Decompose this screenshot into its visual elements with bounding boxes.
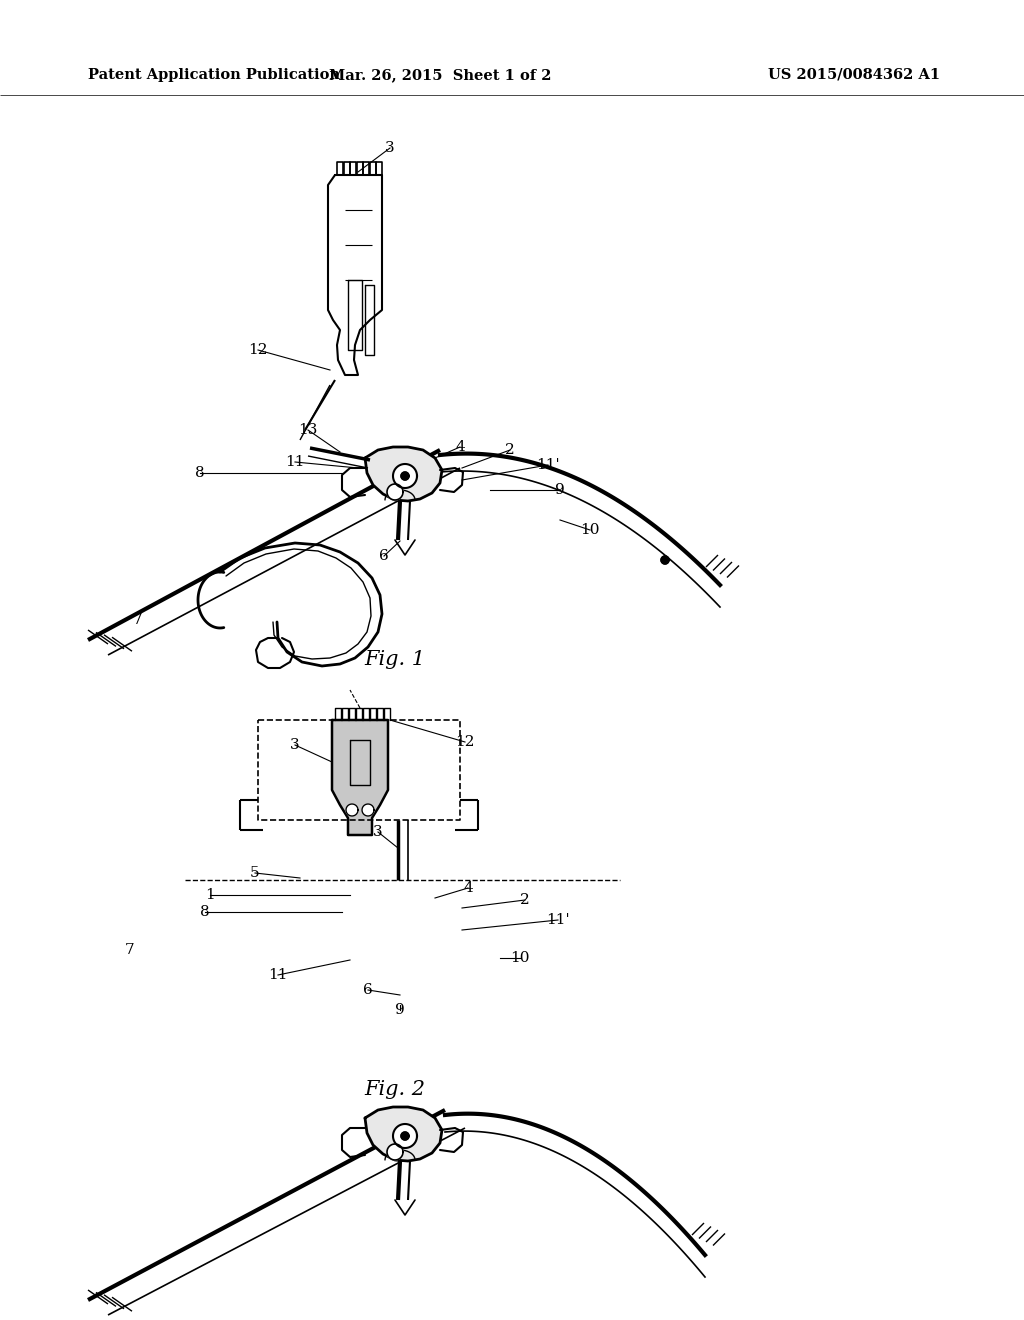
Text: 10: 10	[581, 523, 600, 537]
Text: Mar. 26, 2015  Sheet 1 of 2: Mar. 26, 2015 Sheet 1 of 2	[329, 69, 551, 82]
Text: 2: 2	[505, 444, 515, 457]
Text: 11: 11	[268, 968, 288, 982]
Text: 3: 3	[385, 141, 395, 154]
Text: 11': 11'	[537, 458, 560, 473]
Text: 4: 4	[463, 880, 473, 895]
Text: 1: 1	[205, 888, 215, 902]
Text: Fig. 1: Fig. 1	[365, 649, 426, 669]
Text: 12: 12	[248, 343, 267, 356]
Polygon shape	[401, 1133, 409, 1140]
Text: 7: 7	[133, 612, 142, 627]
Text: 9: 9	[395, 1003, 404, 1016]
Text: 6: 6	[364, 983, 373, 997]
Text: 11: 11	[286, 455, 305, 469]
Text: 5: 5	[250, 866, 260, 880]
Text: US 2015/0084362 A1: US 2015/0084362 A1	[768, 69, 940, 82]
Polygon shape	[332, 719, 388, 836]
Text: 8: 8	[200, 906, 210, 919]
Text: 3: 3	[373, 825, 383, 840]
Polygon shape	[365, 1107, 442, 1162]
Polygon shape	[362, 804, 374, 816]
Text: Patent Application Publication: Patent Application Publication	[88, 69, 340, 82]
Text: 6: 6	[379, 549, 389, 564]
Polygon shape	[393, 465, 417, 488]
Polygon shape	[365, 447, 442, 502]
Polygon shape	[387, 1144, 403, 1160]
Text: 9: 9	[555, 483, 565, 498]
Polygon shape	[393, 1125, 417, 1148]
Polygon shape	[346, 804, 358, 816]
Text: 8: 8	[196, 466, 205, 480]
Text: 4: 4	[455, 440, 465, 454]
Text: 13: 13	[298, 422, 317, 437]
Polygon shape	[662, 556, 669, 564]
Text: 12: 12	[456, 735, 475, 748]
Polygon shape	[401, 473, 409, 480]
Text: 10: 10	[510, 950, 529, 965]
Text: 7: 7	[125, 942, 135, 957]
Text: 11': 11'	[546, 913, 569, 927]
Polygon shape	[387, 484, 403, 500]
Text: 2: 2	[520, 894, 529, 907]
Text: 3: 3	[290, 738, 300, 752]
Text: Fig. 2: Fig. 2	[365, 1080, 426, 1100]
